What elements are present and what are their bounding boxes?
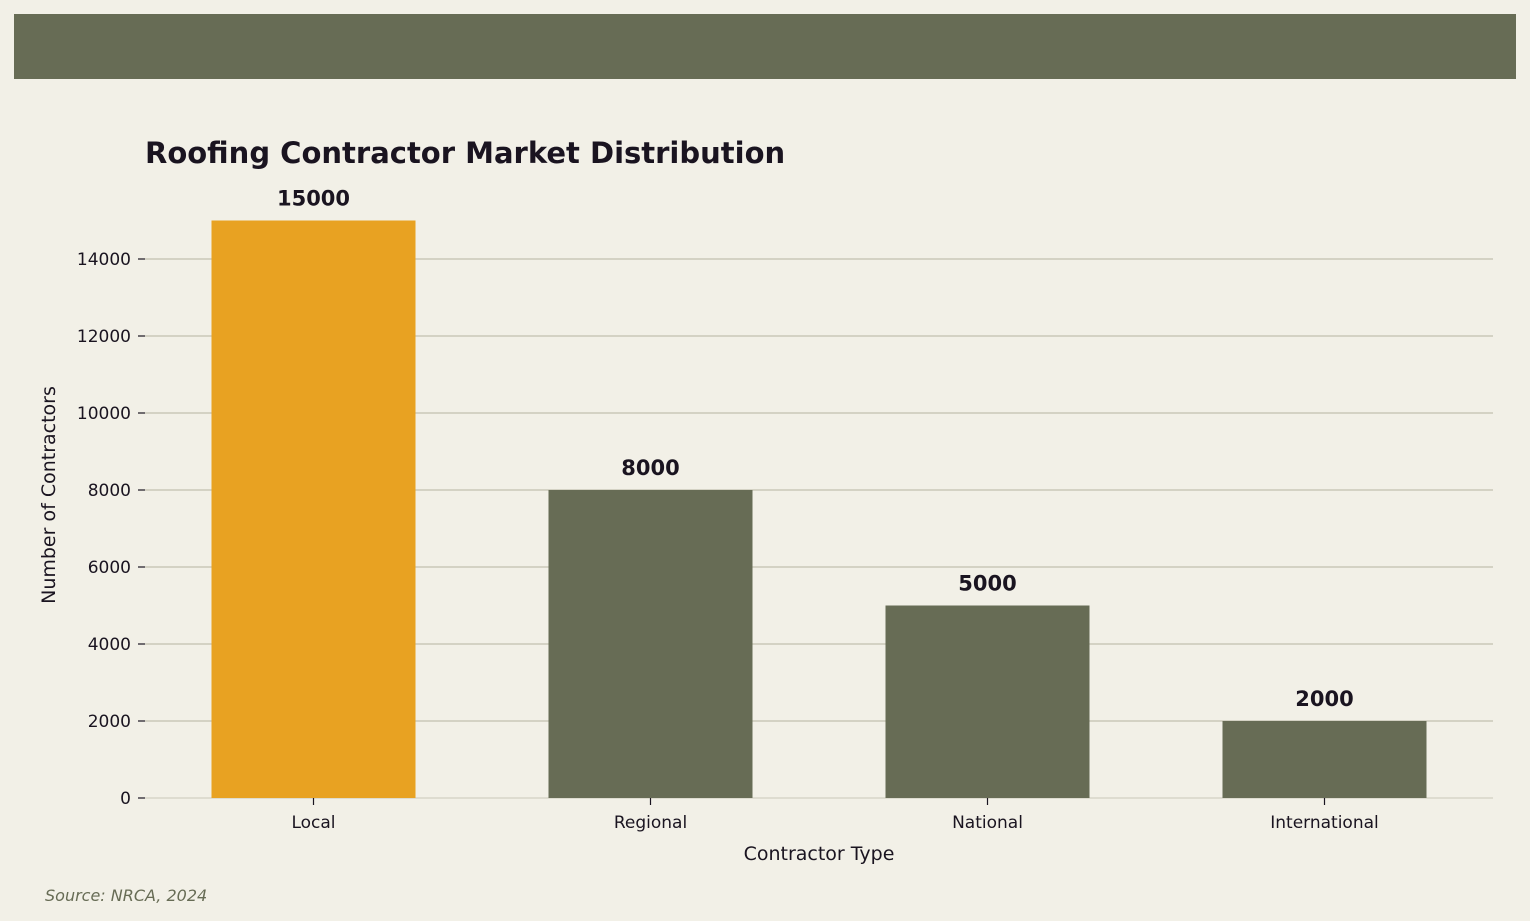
y-axis-title: Number of Contractors (38, 386, 60, 604)
data-label-national: 5000 (958, 572, 1016, 596)
y-tick-label: 12000 (77, 327, 131, 347)
source-note: Source: NRCA, 2024 (45, 886, 208, 905)
x-axis: Local Regional National International (291, 798, 1379, 833)
y-tick-label: 6000 (88, 558, 131, 578)
bars (211, 220, 1427, 798)
data-label-local: 15000 (277, 187, 350, 211)
y-tick-label: 0 (120, 789, 131, 809)
bar-national (885, 605, 1090, 798)
y-axis: 0 2000 4000 6000 8000 10000 12000 14000 (77, 250, 145, 809)
y-tick-label: 10000 (77, 404, 131, 424)
x-tick-label: National (952, 813, 1023, 833)
header-band (14, 14, 1516, 79)
x-tick-label: International (1270, 813, 1379, 833)
chart-title: Roofing Contractor Market Distribution (145, 136, 785, 170)
y-tick-label: 2000 (88, 712, 131, 732)
x-tick-label: Local (291, 813, 335, 833)
x-tick-label: Regional (614, 813, 687, 833)
bar-local (211, 220, 416, 798)
bar-regional (548, 490, 753, 798)
data-label-international: 2000 (1295, 687, 1353, 711)
y-tick-label: 14000 (77, 250, 131, 270)
data-label-regional: 8000 (621, 456, 679, 480)
data-labels: 15000 8000 5000 2000 (277, 187, 1354, 712)
bar-international (1222, 721, 1427, 798)
y-tick-label: 8000 (88, 481, 131, 501)
x-axis-title: Contractor Type (744, 843, 895, 865)
y-tick-label: 4000 (88, 635, 131, 655)
